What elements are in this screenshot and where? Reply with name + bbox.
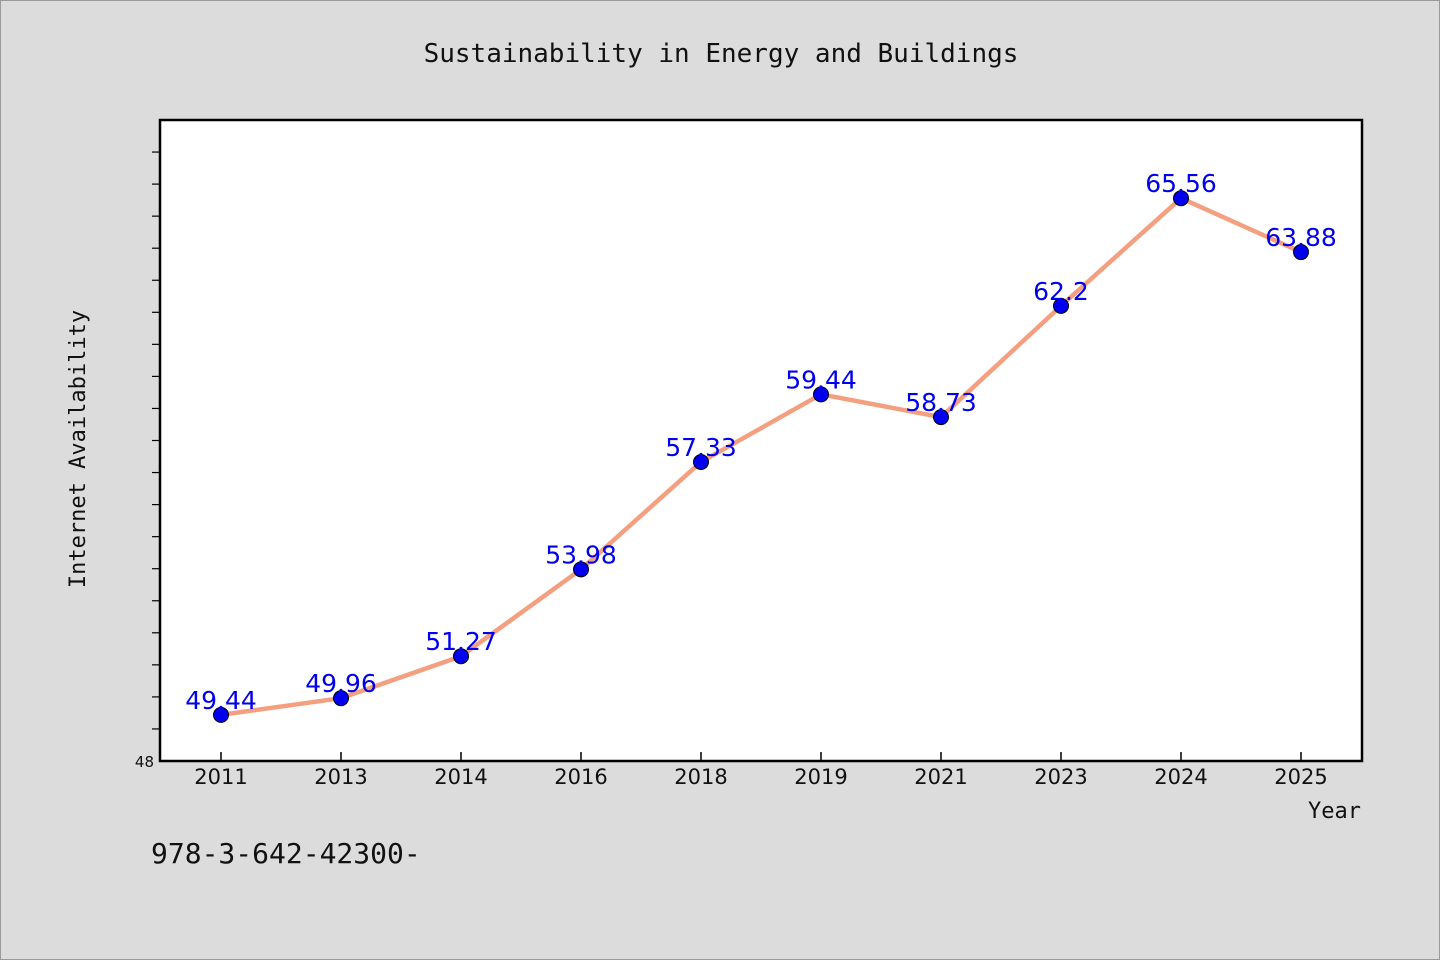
- data-label: 57.33: [665, 433, 737, 462]
- x-tick-label: 2025: [1274, 765, 1327, 789]
- data-label: 65.56: [1145, 169, 1217, 198]
- y-axis-ticks: [152, 151, 160, 730]
- data-label: 63.88: [1265, 223, 1337, 252]
- x-tick-label: 2013: [314, 765, 367, 789]
- data-point: [1053, 297, 1069, 314]
- data-point: [813, 386, 829, 403]
- data-point: [453, 648, 469, 665]
- data-point: [933, 409, 949, 426]
- x-tick-label: 2011: [194, 765, 247, 789]
- data-label: 58.73: [905, 388, 977, 417]
- data-label: 49.44: [185, 686, 257, 715]
- data-label: 59.44: [785, 365, 857, 394]
- x-axis-ticks: 2011 2013 2014 2016 2018 2019 2021 2023 2024 2025: [194, 752, 1328, 789]
- x-tick-label: 2019: [794, 765, 847, 789]
- x-tick-label: 2016: [554, 765, 607, 789]
- footnote-isbn: 978-3-642-42300-: [151, 837, 421, 870]
- data-point: [693, 453, 709, 470]
- y-tick-label-min: 48: [135, 753, 154, 771]
- y-axis-label: Internet Availability: [66, 310, 91, 588]
- x-tick-label: 2021: [914, 765, 967, 789]
- x-tick-label: 2018: [674, 765, 727, 789]
- data-point: [1173, 190, 1189, 207]
- x-axis-label: Year: [1308, 799, 1361, 824]
- data-point: [213, 706, 229, 723]
- chart-title: Sustainability in Energy and Buildings: [424, 39, 1019, 69]
- plot-area: [158, 118, 1364, 763]
- data-point: [333, 690, 349, 707]
- data-labels: 49.44 49.96 51.27 53.98 57.33 59.44 58.73 62.2 6…: [185, 169, 1337, 715]
- x-tick-label: 2023: [1034, 765, 1087, 789]
- data-point: [573, 561, 589, 578]
- data-point: [1293, 244, 1309, 261]
- x-tick-label: 2024: [1154, 765, 1207, 789]
- data-label: 51.27: [425, 627, 497, 656]
- data-label: 53.98: [545, 540, 617, 569]
- data-label: 62.2: [1033, 277, 1089, 306]
- series-line: [218, 195, 1304, 718]
- data-label: 49.96: [305, 669, 377, 698]
- x-tick-label: 2014: [434, 765, 487, 789]
- data-points: [213, 190, 1309, 723]
